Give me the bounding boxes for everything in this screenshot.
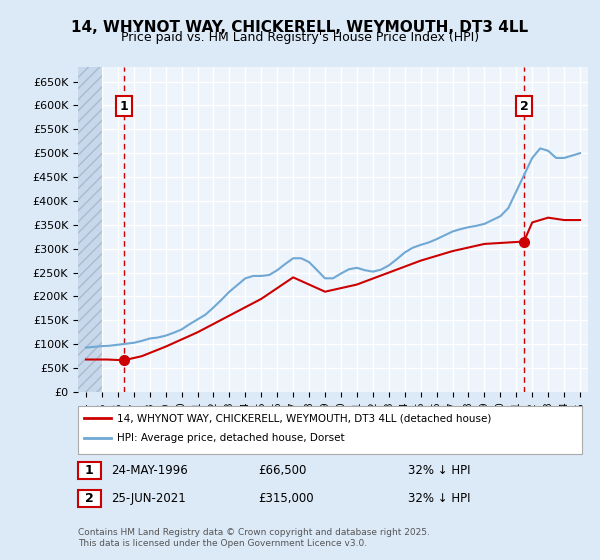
Bar bbox=[78, 67, 102, 392]
Text: 14, WHYNOT WAY, CHICKERELL, WEYMOUTH, DT3 4LL (detached house): 14, WHYNOT WAY, CHICKERELL, WEYMOUTH, DT… bbox=[117, 413, 491, 423]
Text: Price paid vs. HM Land Registry's House Price Index (HPI): Price paid vs. HM Land Registry's House … bbox=[121, 31, 479, 44]
Text: 2: 2 bbox=[520, 100, 529, 113]
Text: Contains HM Land Registry data © Crown copyright and database right 2025.
This d: Contains HM Land Registry data © Crown c… bbox=[78, 528, 430, 548]
Text: HPI: Average price, detached house, Dorset: HPI: Average price, detached house, Dors… bbox=[117, 433, 344, 443]
Text: 1: 1 bbox=[119, 100, 128, 113]
Text: 2: 2 bbox=[85, 492, 94, 505]
Text: £315,000: £315,000 bbox=[258, 492, 314, 505]
Text: 32% ↓ HPI: 32% ↓ HPI bbox=[408, 464, 470, 477]
Text: 14, WHYNOT WAY, CHICKERELL, WEYMOUTH, DT3 4LL: 14, WHYNOT WAY, CHICKERELL, WEYMOUTH, DT… bbox=[71, 20, 529, 35]
Text: 1: 1 bbox=[85, 464, 94, 477]
Text: 32% ↓ HPI: 32% ↓ HPI bbox=[408, 492, 470, 505]
Text: 25-JUN-2021: 25-JUN-2021 bbox=[111, 492, 186, 505]
Text: £66,500: £66,500 bbox=[258, 464, 307, 477]
Text: 24-MAY-1996: 24-MAY-1996 bbox=[111, 464, 188, 477]
